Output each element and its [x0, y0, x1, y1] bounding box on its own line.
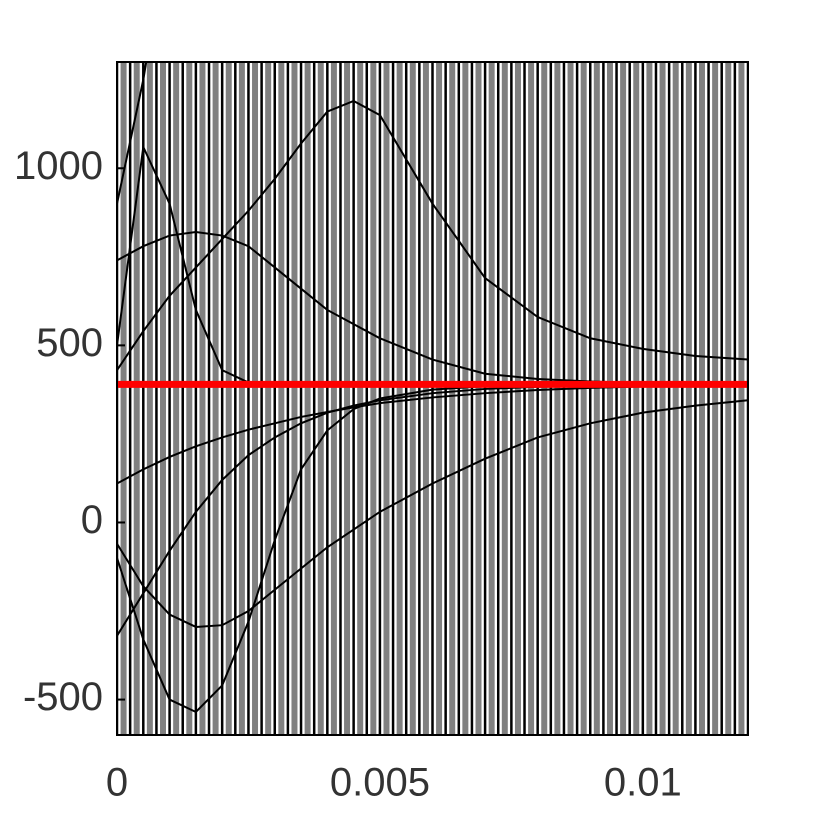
- y-tick-label: 500: [36, 321, 103, 365]
- series-line: [117, 399, 748, 628]
- lines: [117, 62, 748, 714]
- vertical-lines: [117, 62, 748, 735]
- y-tick-label: 0: [81, 498, 103, 542]
- plot-frame: [116, 61, 749, 736]
- y-tick-label: -500: [23, 675, 103, 719]
- x-tick-label: 0.005: [330, 761, 430, 805]
- y-tick-label: 1000: [14, 144, 103, 188]
- series-line: [117, 62, 148, 204]
- x-tick-label: 0.01: [604, 761, 682, 805]
- series-line: [117, 99, 748, 371]
- x-tick-label: 0: [106, 761, 128, 805]
